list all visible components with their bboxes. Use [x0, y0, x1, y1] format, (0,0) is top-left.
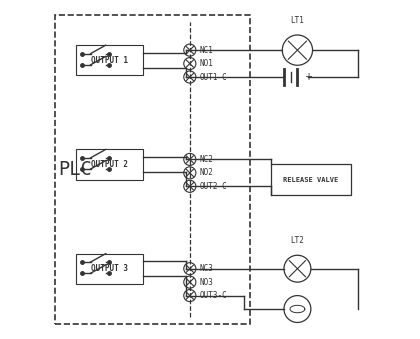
Text: RELEASE VALVE: RELEASE VALVE	[283, 177, 339, 183]
Text: NO3: NO3	[200, 278, 214, 287]
Text: NC2: NC2	[200, 155, 214, 164]
Text: LT2: LT2	[291, 236, 304, 245]
Text: LT1: LT1	[291, 16, 304, 25]
Text: OUTPUT 3: OUTPUT 3	[91, 264, 128, 273]
Text: OUT2-C: OUT2-C	[200, 182, 228, 191]
Text: OUTPUT 2: OUTPUT 2	[91, 160, 128, 169]
Text: OUT1-C: OUT1-C	[200, 73, 228, 82]
Text: NO2: NO2	[200, 168, 214, 177]
Text: PLC: PLC	[59, 160, 92, 179]
Text: NC3: NC3	[200, 264, 214, 273]
Text: NO1: NO1	[200, 59, 214, 68]
Text: +: +	[304, 72, 312, 82]
Text: OUTPUT 1: OUTPUT 1	[91, 56, 128, 65]
Text: NC1: NC1	[200, 46, 214, 55]
Text: OUT3-C: OUT3-C	[200, 291, 228, 300]
